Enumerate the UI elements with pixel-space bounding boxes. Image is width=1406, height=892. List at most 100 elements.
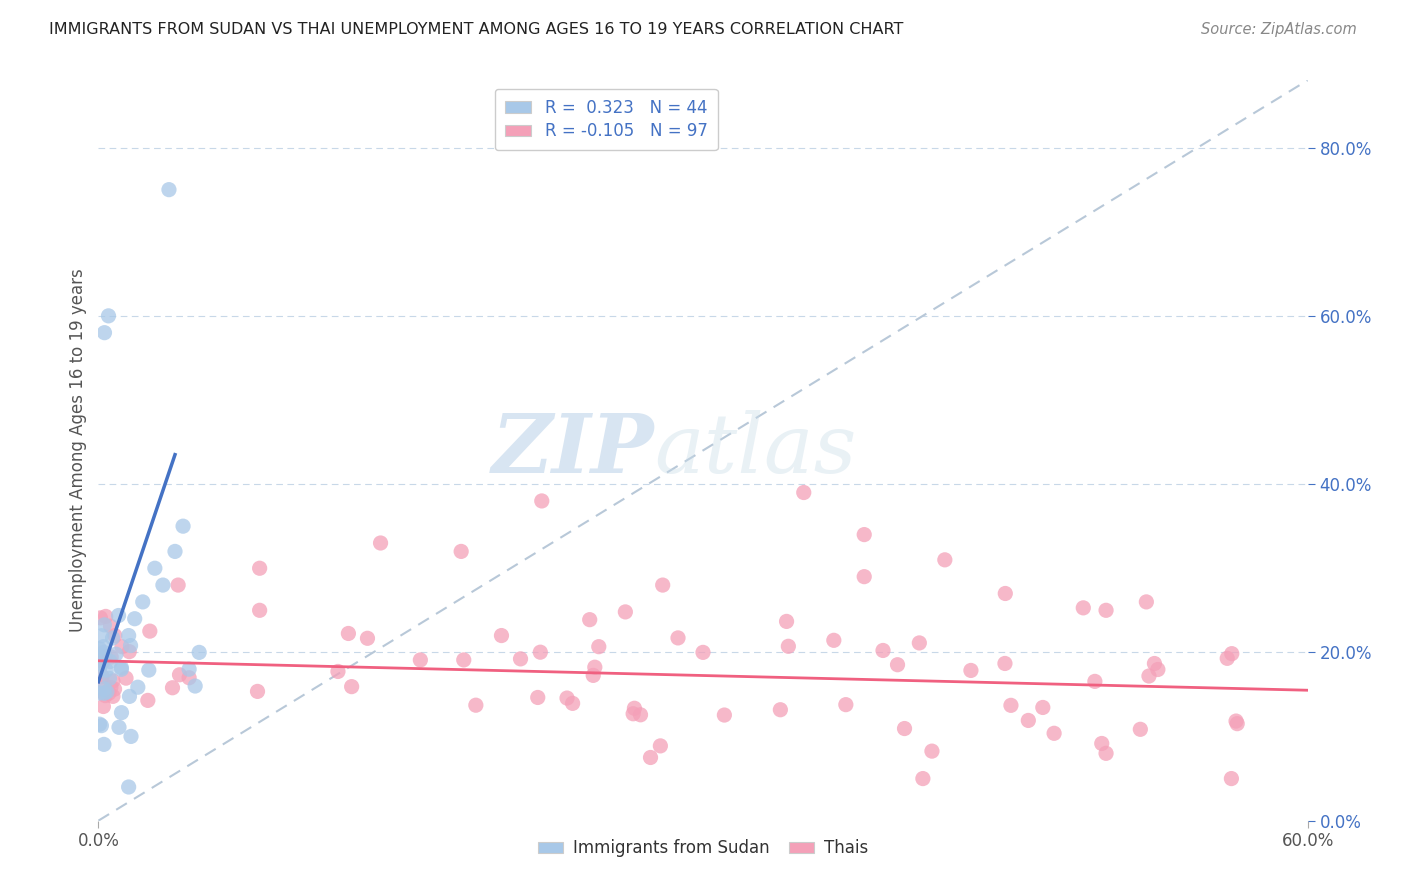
Point [184, 679, 207, 693]
Point [110, 706, 132, 720]
Point [188, 645, 211, 659]
Point [101, 690, 124, 704]
Point [246, 684, 269, 698]
Point [853, 569, 876, 583]
Point [93, 699, 115, 714]
Point [1129, 723, 1152, 737]
Point [326, 665, 349, 679]
Point [138, 663, 160, 677]
Point [561, 697, 583, 711]
Point [93, 686, 115, 700]
Point [453, 653, 475, 667]
Point [139, 624, 162, 639]
Point [163, 544, 186, 558]
Point [621, 706, 644, 721]
Point [921, 744, 943, 758]
Point [588, 640, 610, 654]
Point [337, 626, 360, 640]
Point [650, 739, 672, 753]
Point [111, 640, 134, 654]
Point [93, 326, 115, 340]
Point [89, 663, 111, 677]
Point [100, 619, 122, 633]
Point [713, 708, 735, 723]
Point [623, 701, 645, 715]
Point [583, 660, 606, 674]
Point [93, 738, 115, 752]
Point [169, 667, 191, 681]
Point [167, 578, 190, 592]
Point [911, 772, 934, 786]
Point [692, 645, 714, 659]
Point [1095, 603, 1118, 617]
Point [98, 672, 121, 686]
Point [103, 682, 125, 697]
Point [157, 183, 180, 197]
Point [370, 536, 392, 550]
Point [1017, 714, 1039, 728]
Point [90, 719, 112, 733]
Legend: Immigrants from Sudan, Thais: Immigrants from Sudan, Thais [531, 833, 875, 864]
Point [1071, 600, 1094, 615]
Point [108, 720, 131, 734]
Point [118, 645, 141, 659]
Point [934, 553, 956, 567]
Point [1000, 698, 1022, 713]
Point [893, 722, 915, 736]
Point [1032, 700, 1054, 714]
Point [89, 611, 111, 625]
Point [464, 698, 486, 713]
Point [1143, 657, 1166, 671]
Point [582, 668, 605, 682]
Point [994, 586, 1017, 600]
Point [110, 660, 132, 674]
Point [91, 648, 114, 663]
Point [96, 685, 118, 699]
Point [1225, 714, 1247, 728]
Point [1043, 726, 1066, 740]
Point [1147, 663, 1170, 677]
Point [105, 647, 128, 661]
Point [89, 686, 111, 700]
Text: IMMIGRANTS FROM SUDAN VS THAI UNEMPLOYMENT AMONG AGES 16 TO 19 YEARS CORRELATION: IMMIGRANTS FROM SUDAN VS THAI UNEMPLOYME… [49, 22, 904, 37]
Point [778, 640, 800, 654]
Point [450, 544, 472, 558]
Point [91, 669, 114, 683]
Point [249, 561, 271, 575]
Point [152, 578, 174, 592]
Point [143, 561, 166, 575]
Point [340, 680, 363, 694]
Point [1220, 647, 1243, 661]
Point [179, 671, 201, 685]
Point [1216, 651, 1239, 665]
Point [127, 680, 149, 694]
Point [769, 703, 792, 717]
Point [96, 663, 118, 677]
Point [120, 730, 142, 744]
Text: ZIP: ZIP [492, 410, 655, 491]
Point [1084, 674, 1107, 689]
Point [179, 662, 201, 676]
Point [1095, 747, 1118, 761]
Point [249, 603, 271, 617]
Point [101, 631, 124, 645]
Point [1220, 772, 1243, 786]
Point [578, 613, 600, 627]
Point [132, 595, 155, 609]
Point [853, 527, 876, 541]
Point [172, 519, 194, 533]
Point [101, 673, 124, 688]
Text: Source: ZipAtlas.com: Source: ZipAtlas.com [1201, 22, 1357, 37]
Point [630, 707, 652, 722]
Point [356, 632, 378, 646]
Point [835, 698, 858, 712]
Point [872, 643, 894, 657]
Point [94, 649, 117, 664]
Point [1137, 669, 1160, 683]
Point [509, 652, 531, 666]
Point [93, 645, 115, 659]
Point [124, 612, 146, 626]
Point [640, 750, 662, 764]
Text: atlas: atlas [655, 410, 858, 491]
Point [110, 662, 132, 676]
